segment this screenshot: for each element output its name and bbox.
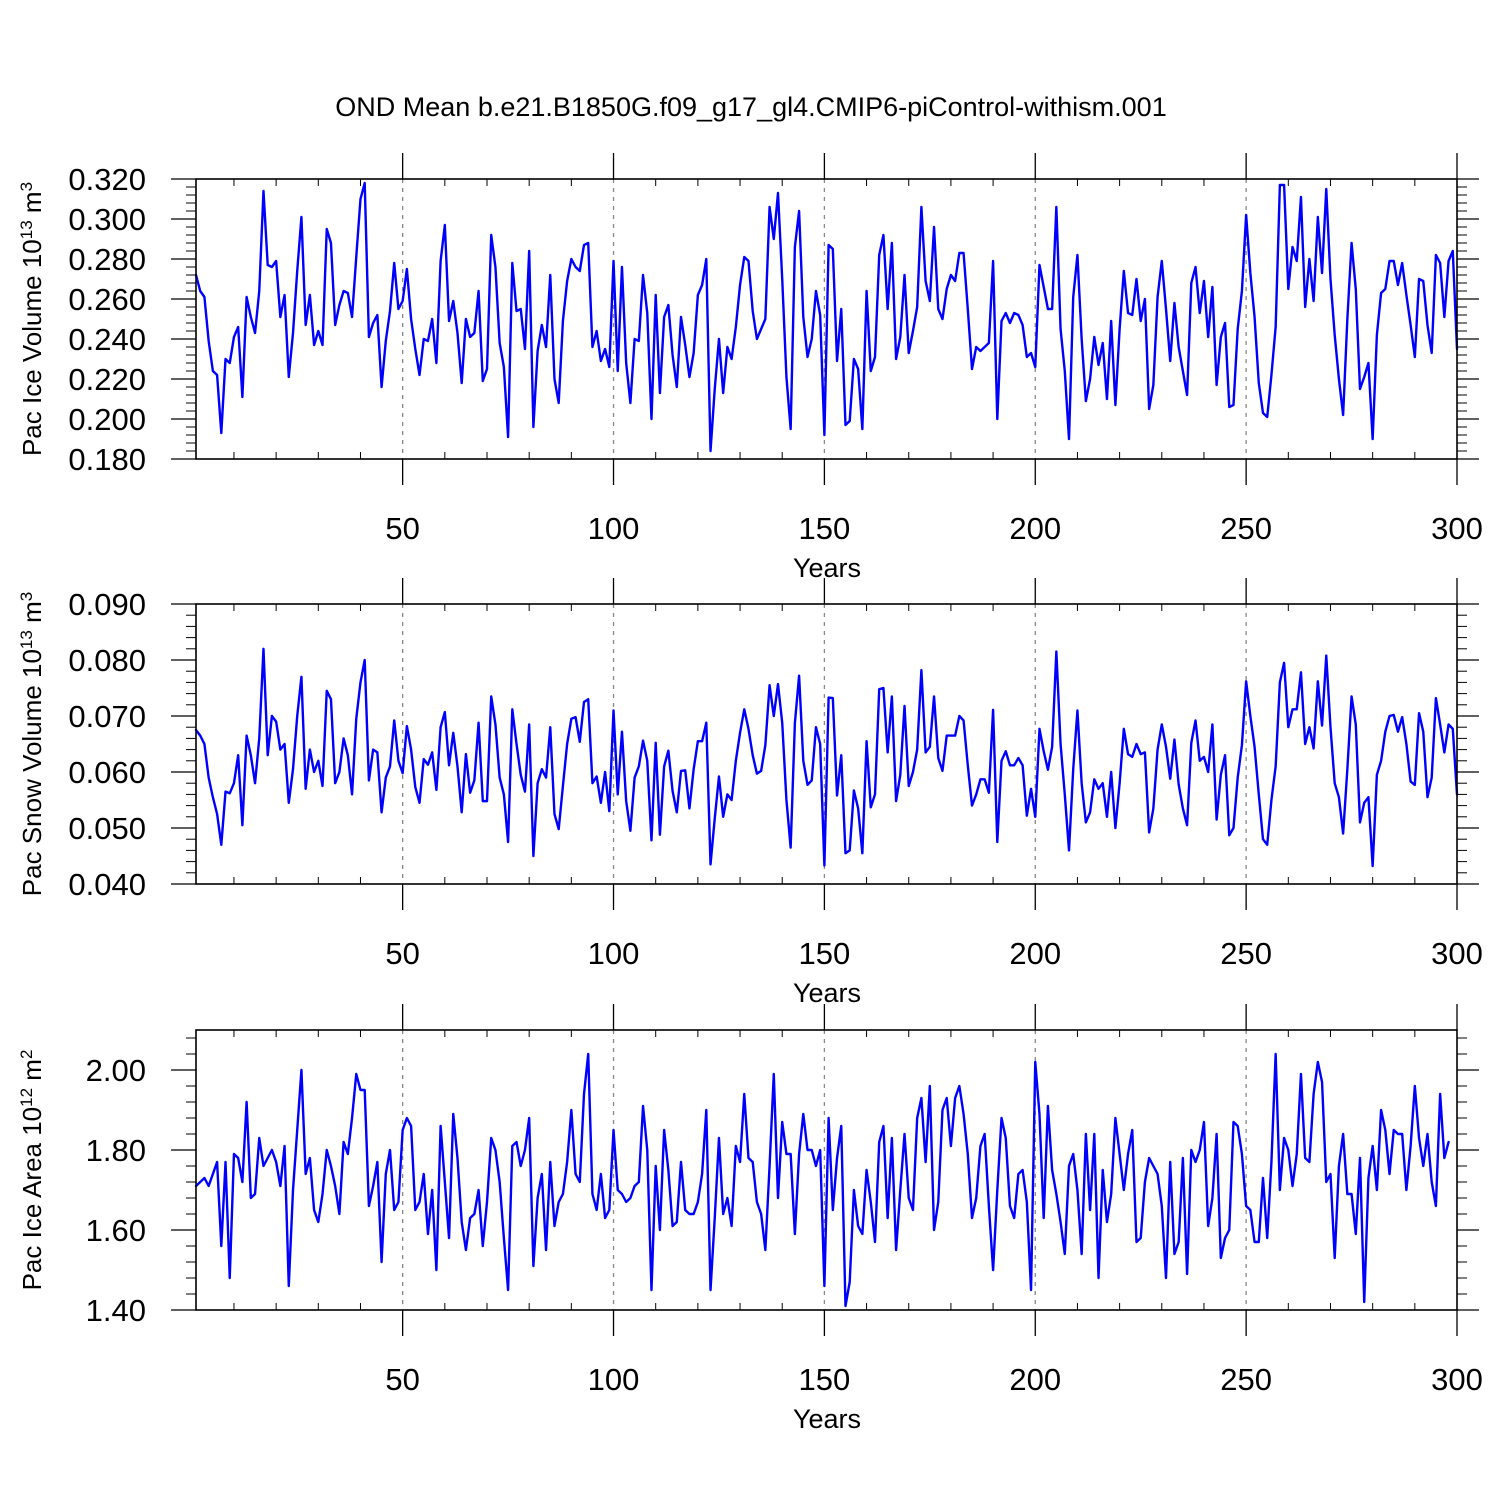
plot-frame — [195, 1029, 1458, 1311]
y-tick-label: 2.00 — [86, 1053, 146, 1088]
x-axis-label: Years — [793, 553, 861, 583]
y-axis-label-superscript: 12 — [17, 1088, 36, 1107]
panels: 50 100 150 200 250 3000.1800.2000.2200.2400.2… — [17, 153, 1483, 1434]
x-tick-label: 250 — [1220, 1362, 1272, 1397]
y-tick-label: 0.070 — [68, 699, 146, 734]
x-tick-label: 150 — [799, 936, 851, 971]
y-axis-label-part: Pac Ice Volume 10 — [17, 239, 47, 456]
y-tick-label: 1.80 — [86, 1133, 146, 1168]
y-tick-label: 0.280 — [68, 242, 146, 277]
plot-frame — [195, 603, 1458, 885]
y-axis-label-part: m — [17, 191, 47, 220]
x-tick-label: 50 — [385, 1362, 419, 1397]
y-tick-label: 0.080 — [68, 643, 146, 678]
x-tick-label: 300 — [1431, 936, 1483, 971]
y-tick-label: 0.220 — [68, 362, 146, 397]
x-tick-label: 150 — [799, 1362, 851, 1397]
y-tick-label: 0.060 — [68, 755, 146, 790]
x-tick-label: 100 — [588, 1362, 640, 1397]
x-tick-label: 100 — [588, 511, 640, 546]
y-tick-label: 0.260 — [68, 282, 146, 317]
series-line — [194, 1052, 1450, 1308]
x-tick-label: 50 — [385, 936, 419, 971]
y-tick-label: 0.240 — [68, 322, 146, 357]
series-line — [194, 647, 1459, 868]
x-tick-label: 150 — [799, 511, 851, 546]
y-axis-label: Pac Ice Volume 1013 m3 — [17, 182, 47, 456]
y-tick-label: 0.040 — [68, 867, 146, 902]
y-tick-label: 0.180 — [68, 442, 146, 477]
x-tick-label: 200 — [1009, 936, 1061, 971]
x-tick-label: 200 — [1009, 1362, 1061, 1397]
y-axis-label: Pac Ice Area 1012 m2 — [17, 1050, 47, 1291]
panel-1: 50 100 150 200 250 300 0.180 0.200 0.220 0.240 0.2… — [17, 153, 1483, 583]
x-tick-label: 300 — [1431, 511, 1483, 546]
figure-title: OND Mean b.e21.B1850G.f09_g17_gl4.CMIP6-… — [335, 92, 1166, 122]
y-axis-label-superscript: 3 — [17, 592, 36, 601]
y-axis-label-superscript: 2 — [17, 1050, 36, 1059]
y-axis-label-part: m — [17, 1059, 47, 1088]
panel-2: 50 100 150 200 250 300 0.040 0.050 0.060 0.070 0.0… — [17, 578, 1483, 1008]
x-tick-label: 100 — [588, 936, 640, 971]
series-line — [194, 181, 1459, 453]
y-axis-label-part: Pac Snow Volume 10 — [17, 649, 47, 896]
panel-3: 50 100 150 200 250 300 1.40 1.60 1.80 2.00 Years Pa… — [17, 1004, 1483, 1434]
y-tick-label: 1.40 — [86, 1293, 146, 1328]
x-tick-label: 300 — [1431, 1362, 1483, 1397]
y-tick-label: 0.300 — [68, 202, 146, 237]
x-tick-label: 250 — [1220, 511, 1272, 546]
x-tick-label: 200 — [1009, 511, 1061, 546]
y-axis-label-superscript: 3 — [17, 182, 36, 191]
x-tick-label: 50 — [385, 511, 419, 546]
y-tick-label: 0.200 — [68, 402, 146, 437]
y-tick-label: 0.320 — [68, 162, 146, 197]
y-axis-label-part: Pac Ice Area 10 — [17, 1107, 47, 1291]
y-axis-label-superscript: 13 — [17, 220, 36, 239]
x-tick-label: 250 — [1220, 936, 1272, 971]
y-tick-label: 0.090 — [68, 587, 146, 622]
y-axis-label-part: m — [17, 601, 47, 630]
y-axis-label-superscript: 13 — [17, 630, 36, 649]
x-axis-label: Years — [793, 978, 861, 1008]
plot-frame — [195, 178, 1458, 460]
y-tick-label: 0.050 — [68, 811, 146, 846]
y-axis-label: Pac Snow Volume 1013 m3 — [17, 592, 47, 896]
x-axis-label: Years — [793, 1404, 861, 1434]
y-tick-label: 1.60 — [86, 1213, 146, 1248]
